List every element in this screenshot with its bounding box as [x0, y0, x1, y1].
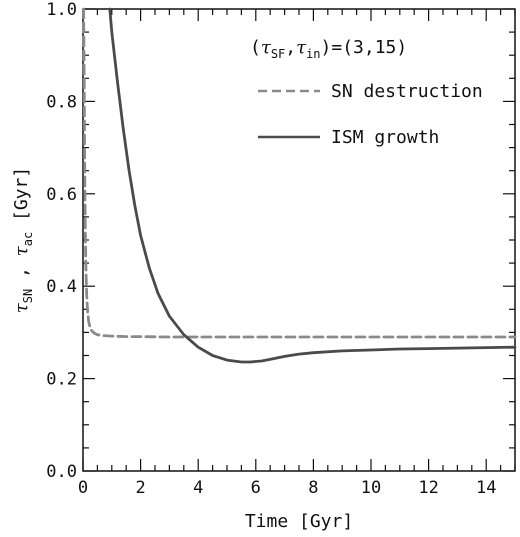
y-axis-title: τSN , τac [Gyr] [11, 167, 35, 313]
annotation-sub-sf: SF [271, 47, 285, 61]
series-layer [82, 7, 517, 364]
annotation-sub-in: in [306, 47, 320, 61]
y-tick-label: 0.0 [46, 462, 77, 482]
y-tick-label: 0.6 [46, 185, 77, 205]
x-tick-label: 4 [193, 478, 203, 498]
params-annotation: (τSF,τin)=(3,15) [250, 37, 407, 61]
x-tick-label: 6 [251, 478, 261, 498]
x-tick-label: 2 [135, 478, 145, 498]
legend-label-ism-growth: ISM growth [331, 127, 439, 148]
y-title-sub-sn: SN [21, 289, 35, 303]
y-tick-label: 0.4 [46, 277, 77, 297]
y-title-sep: , [11, 256, 32, 289]
legend: SN destruction ISM growth [258, 81, 483, 148]
y-tick-label: 1.0 [46, 0, 77, 20]
x-tick-label: 12 [418, 478, 438, 498]
annotation-tau-in: τ [296, 37, 307, 58]
annotation-tau-sf: τ [261, 37, 272, 58]
y-tick-label: 0.2 [46, 370, 77, 390]
series-ism-growth-line [108, 7, 517, 364]
y-tick-label: 0.8 [46, 92, 77, 112]
plot-frame [82, 8, 516, 472]
legend-label-sn-destruction: SN destruction [331, 81, 483, 102]
y-title-unit: [Gyr] [11, 167, 32, 232]
x-tick-label: 8 [308, 478, 318, 498]
x-tick-label: 14 [476, 478, 496, 498]
y-title-sub-ac: ac [21, 232, 35, 246]
axis-tick-labels: 0 2 4 6 8 10 12 14 0.0 0.2 0.4 0.6 0.8 1.0 [46, 0, 496, 498]
series-sn-destruction-line [82, 7, 517, 339]
annotation-close: )=(3,15) [321, 37, 408, 58]
annotation-comma: , [285, 37, 296, 58]
y-title-tau-ac: τ [11, 245, 32, 256]
x-axis-title: Time [Gyr] [245, 511, 353, 532]
x-tick-label: 0 [78, 478, 88, 498]
axis-ticks [82, 8, 516, 472]
y-title-tau-sn: τ [11, 302, 32, 313]
annotation-open: ( [250, 37, 261, 58]
x-tick-label: 10 [361, 478, 381, 498]
